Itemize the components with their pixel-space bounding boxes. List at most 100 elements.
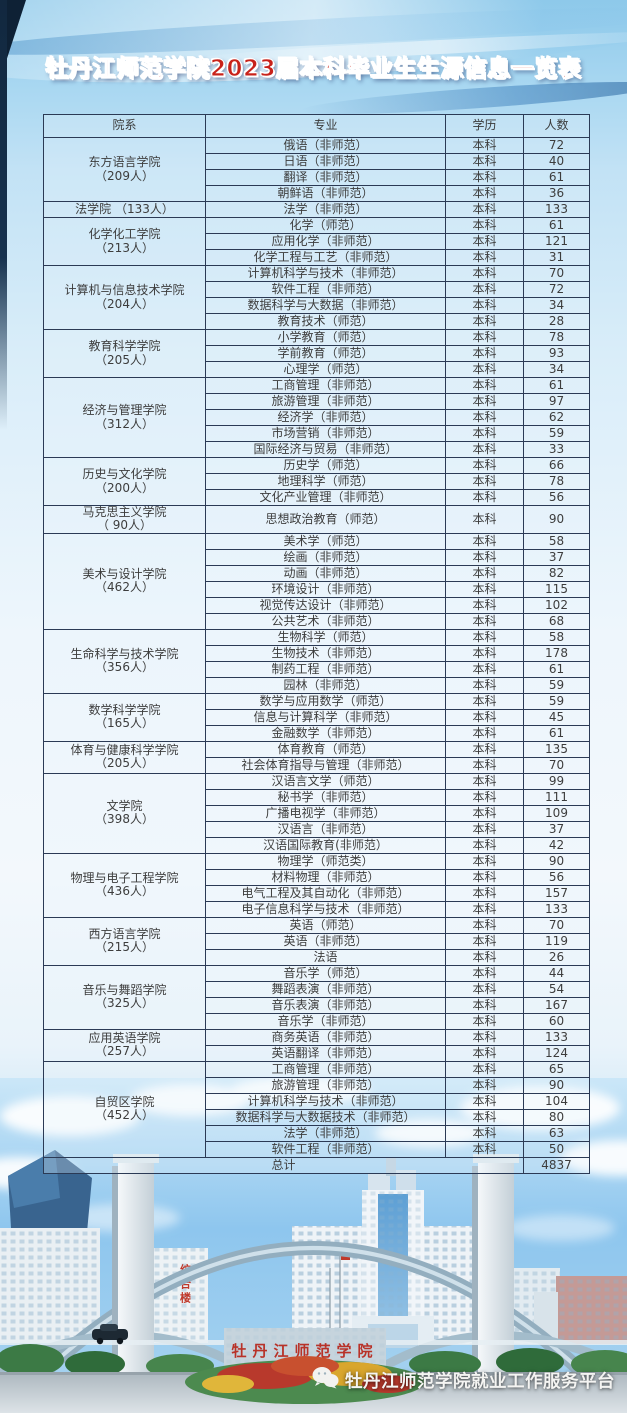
degree-cell: 本科 [445, 217, 524, 234]
table-row: 马克思主义学院（ 90人） 思想政治教育（师范） 本科 90 [43, 505, 590, 534]
dept-count: （204人） [95, 296, 154, 311]
table-row: 英语翻译（非师范） 本科 124 [44, 1044, 590, 1062]
count-cell: 34 [523, 361, 590, 378]
count-cell: 119 [523, 932, 590, 950]
dept-count: （200人） [95, 480, 154, 495]
dept-cell: 体育与健康科学学院 （205人） [43, 740, 206, 774]
footer-platform-label: 牡丹江师范学院就业工作服务平台 [345, 1371, 615, 1392]
major-cell: 地理科学（师范） [205, 473, 446, 490]
column-header: 院系 [43, 114, 206, 138]
table-row: 学前教育（师范） 本科 93 [44, 345, 590, 362]
column-header: 人数 [523, 114, 590, 138]
count-cell: 58 [523, 532, 590, 550]
count-cell: 63 [523, 1124, 590, 1142]
dept-cell: 法学院 （133人） [43, 201, 206, 218]
dept-name: 体育与健康科学学院 [70, 742, 179, 757]
count-cell: 33 [523, 441, 590, 458]
table-row: 文学院 （398人） 汉语言文学（师范） 本科 99 [43, 772, 590, 854]
count-cell: 90 [523, 1076, 590, 1094]
table-row: 数学科学学院 （165人） 数学与应用数学（师范） 本科 59 [43, 692, 590, 742]
count-cell: 78 [523, 473, 590, 490]
dept-count: （213人） [95, 240, 154, 255]
count-cell: 82 [523, 564, 590, 582]
count-cell: 42 [523, 836, 590, 854]
degree-cell: 本科 [445, 1012, 524, 1030]
dept-name: 文学院 [106, 798, 143, 813]
major-cell: 广播电视学（非师范） [205, 804, 446, 822]
dept-cell: 经济与管理学院 （312人） [43, 377, 206, 458]
table-row: 软件工程（非师范） 本科 50 [44, 1140, 590, 1158]
degree-cell: 本科 [445, 473, 524, 490]
degree-cell: 本科 [445, 377, 524, 394]
major-cell: 视觉传达设计（非师范） [205, 596, 446, 614]
degree-cell: 本科 [445, 505, 524, 534]
dept-name: 数学科学学院 [88, 702, 161, 717]
table-row: 自贸区学院 （452人） 工商管理（非师范） 本科 65 [43, 1060, 590, 1158]
dept-cell: 化学化工学院 （213人） [43, 217, 206, 266]
dept-cell: 东方语言学院 （209人） [43, 137, 206, 202]
dept-count: （257人） [95, 1044, 154, 1059]
count-cell: 54 [523, 980, 590, 998]
table-row: 地理科学（师范） 本科 78 [44, 473, 590, 490]
degree-cell: 本科 [445, 532, 524, 550]
dept-name: 马克思主义学院 [82, 505, 167, 519]
degree-cell: 本科 [445, 345, 524, 362]
major-cell: 秘书学（非师范） [205, 788, 446, 806]
degree-cell: 本科 [445, 868, 524, 886]
degree-cell: 本科 [445, 964, 524, 982]
dept-cell: 物理与电子工程学院 （436人） [43, 852, 206, 918]
dept-count: （356人） [95, 660, 154, 675]
major-cell: 化学（师范） [205, 217, 446, 234]
count-cell: 37 [523, 548, 590, 566]
page-title: 牡丹江师范学院2023届本科毕业生生源信息一览表 [45, 56, 582, 83]
dept-name: 美术与设计学院 [82, 566, 167, 581]
table-row: 电子信息科学与技术（非师范） 本科 133 [44, 900, 590, 918]
degree-cell: 本科 [445, 313, 524, 330]
major-cell: 朝鲜语（非师范） [205, 185, 446, 202]
count-cell: 97 [523, 393, 590, 410]
count-cell: 115 [523, 580, 590, 598]
count-cell: 157 [523, 884, 590, 902]
major-cell: 工商管理（非师范） [205, 377, 446, 394]
count-cell: 70 [523, 265, 590, 282]
degree-cell: 本科 [445, 628, 524, 646]
major-cell: 历史学（师范） [205, 457, 446, 474]
dept-count: （325人） [95, 996, 154, 1011]
count-cell: 135 [523, 740, 590, 758]
dept-cell: 马克思主义学院（ 90人） [43, 505, 206, 534]
major-cell: 英语（非师范） [205, 932, 446, 950]
count-cell: 37 [523, 820, 590, 838]
major-cell: 体育教育（师范） [205, 740, 446, 758]
count-cell: 60 [523, 1012, 590, 1030]
major-cell: 英语（师范） [205, 916, 446, 934]
major-cell: 音乐学（非师范） [205, 1012, 446, 1030]
degree-cell: 本科 [445, 948, 524, 966]
degree-cell: 本科 [445, 1028, 524, 1046]
dept-cell: 生命科学与技术学院 （356人） [43, 628, 206, 694]
count-cell: 62 [523, 409, 590, 426]
count-cell: 93 [523, 345, 590, 362]
major-cell: 翻译（非师范） [205, 169, 446, 186]
degree-cell: 本科 [445, 724, 524, 742]
table-row: 生物技术（非师范） 本科 178 [44, 644, 590, 662]
table-body: 东方语言学院 （209人） 俄语（非师范） 本科 72 日语（非师范） 本科 40 翻译（非师范… [43, 137, 590, 1174]
total-value: 4837 [523, 1156, 590, 1174]
count-cell: 167 [523, 996, 590, 1014]
degree-cell: 本科 [445, 580, 524, 598]
dept-name: 物理与电子工程学院 [70, 870, 179, 885]
count-cell: 124 [523, 1044, 590, 1062]
degree-cell: 本科 [445, 836, 524, 854]
count-cell: 56 [523, 868, 590, 886]
degree-cell: 本科 [445, 329, 524, 346]
count-cell: 121 [523, 233, 590, 250]
dept-name: 应用英语学院 [88, 1030, 161, 1045]
degree-cell: 本科 [445, 884, 524, 902]
dept-name: 计算机与信息技术学院 [64, 283, 185, 298]
table-row: 数据科学与大数据（非师范） 本科 34 [44, 297, 590, 314]
count-cell: 133 [523, 900, 590, 918]
dept-name: 教育科学学院 [88, 339, 161, 354]
major-cell: 电气工程及其自动化（非师范） [205, 884, 446, 902]
degree-cell: 本科 [445, 980, 524, 998]
table-row: 园林（非师范） 本科 59 [44, 676, 590, 694]
